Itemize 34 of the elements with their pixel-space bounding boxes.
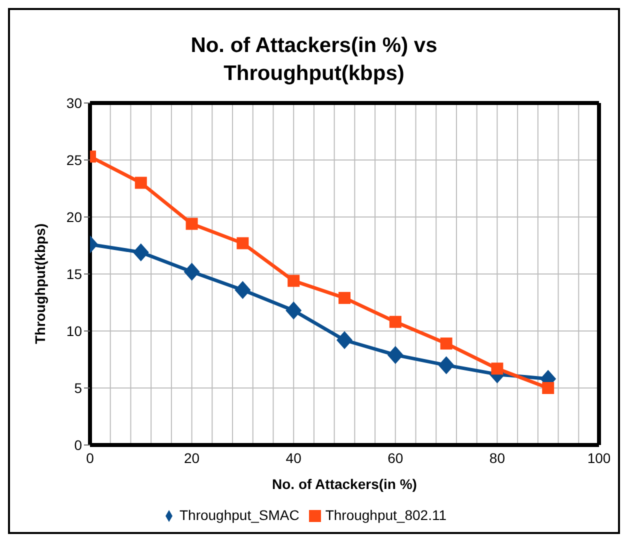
point	[389, 316, 402, 328]
point	[132, 243, 149, 262]
y-tick-label: 30	[66, 94, 82, 111]
y-axis-title: Throughput(kbps)	[32, 223, 48, 344]
x-tick-label: 80	[489, 450, 506, 466]
point	[236, 237, 249, 250]
point	[234, 280, 251, 299]
x-tick-label: 60	[388, 450, 404, 466]
point	[336, 331, 352, 350]
chart-title: No. of Attackers(in %) vs Throughput(kbps)	[190, 33, 438, 87]
point	[134, 176, 147, 189]
x-axis-title: No. of Attackers(in %)	[272, 476, 417, 492]
point	[440, 338, 452, 350]
x-tick-label: 40	[286, 450, 302, 466]
legend-label: Throughput_802.11	[325, 507, 447, 523]
point	[286, 301, 302, 320]
point	[338, 292, 350, 304]
y-tick-label: 15	[66, 266, 82, 282]
legend-label: Throughput_SMAC	[179, 507, 300, 523]
x-tick-label: 0	[86, 450, 94, 466]
point	[438, 356, 454, 374]
y-tick-label: 10	[66, 322, 82, 339]
x-tick-label: 20	[184, 450, 200, 466]
y-tick-label: 20	[66, 208, 82, 225]
point	[491, 362, 504, 375]
y-tick-label: 25	[66, 152, 82, 168]
y-tick-label: 5	[74, 380, 82, 396]
x-tick-label: 100	[587, 450, 611, 466]
point	[288, 274, 300, 287]
point	[387, 346, 404, 364]
point	[186, 218, 198, 230]
point	[542, 382, 554, 394]
y-tick-label: 0	[74, 436, 82, 453]
point	[184, 262, 200, 281]
